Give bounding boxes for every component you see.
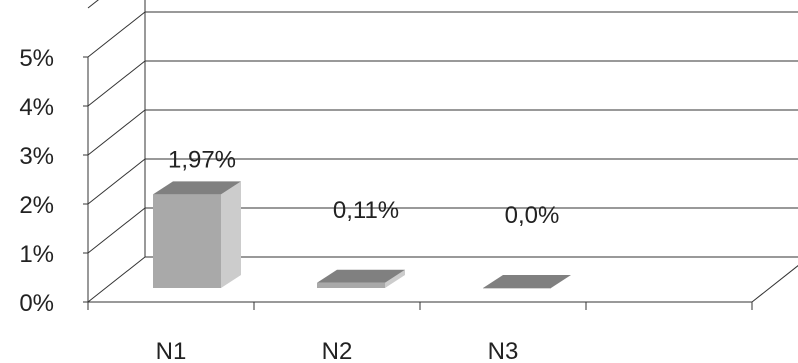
chart-labels: 0% 1% 2% 3% 4% 5% 1,97% N1 0,11% N2 0,0% N3: [19, 45, 559, 363]
x-category-label: N2: [322, 338, 353, 363]
gridline: [87, 11, 798, 58]
y-tick-label: 3%: [19, 143, 54, 170]
chart-axes: [83, 0, 798, 310]
bar-top-face: [153, 181, 241, 195]
x-category-label: N3: [488, 338, 519, 363]
bar-front-face: [483, 288, 551, 289]
y-tick-label: 2%: [19, 192, 54, 219]
y-tick-label: 4%: [19, 94, 54, 121]
y-tick-label: 5%: [19, 45, 54, 72]
chart-bars: [153, 181, 571, 289]
bar-top-face: [483, 275, 571, 288]
x-category-label: N1: [156, 338, 187, 363]
bar-side-face: [385, 269, 405, 288]
y-tick-label: 1%: [19, 241, 54, 268]
y-tick-label: 0%: [19, 290, 54, 317]
bar-front-face: [317, 282, 385, 288]
gridline: [87, 0, 99, 9]
bar-front-face: [153, 194, 221, 288]
bar: [483, 275, 571, 289]
bar: [317, 269, 405, 288]
data-label: 0,0%: [505, 202, 560, 229]
data-label: 0,11%: [333, 197, 399, 224]
bar-top-face: [317, 269, 405, 283]
gridline: [87, 60, 798, 107]
data-label: 1,97%: [168, 146, 236, 173]
bar-side-face: [221, 181, 241, 288]
bar: [153, 181, 241, 288]
floor-right-edge: [751, 265, 798, 303]
